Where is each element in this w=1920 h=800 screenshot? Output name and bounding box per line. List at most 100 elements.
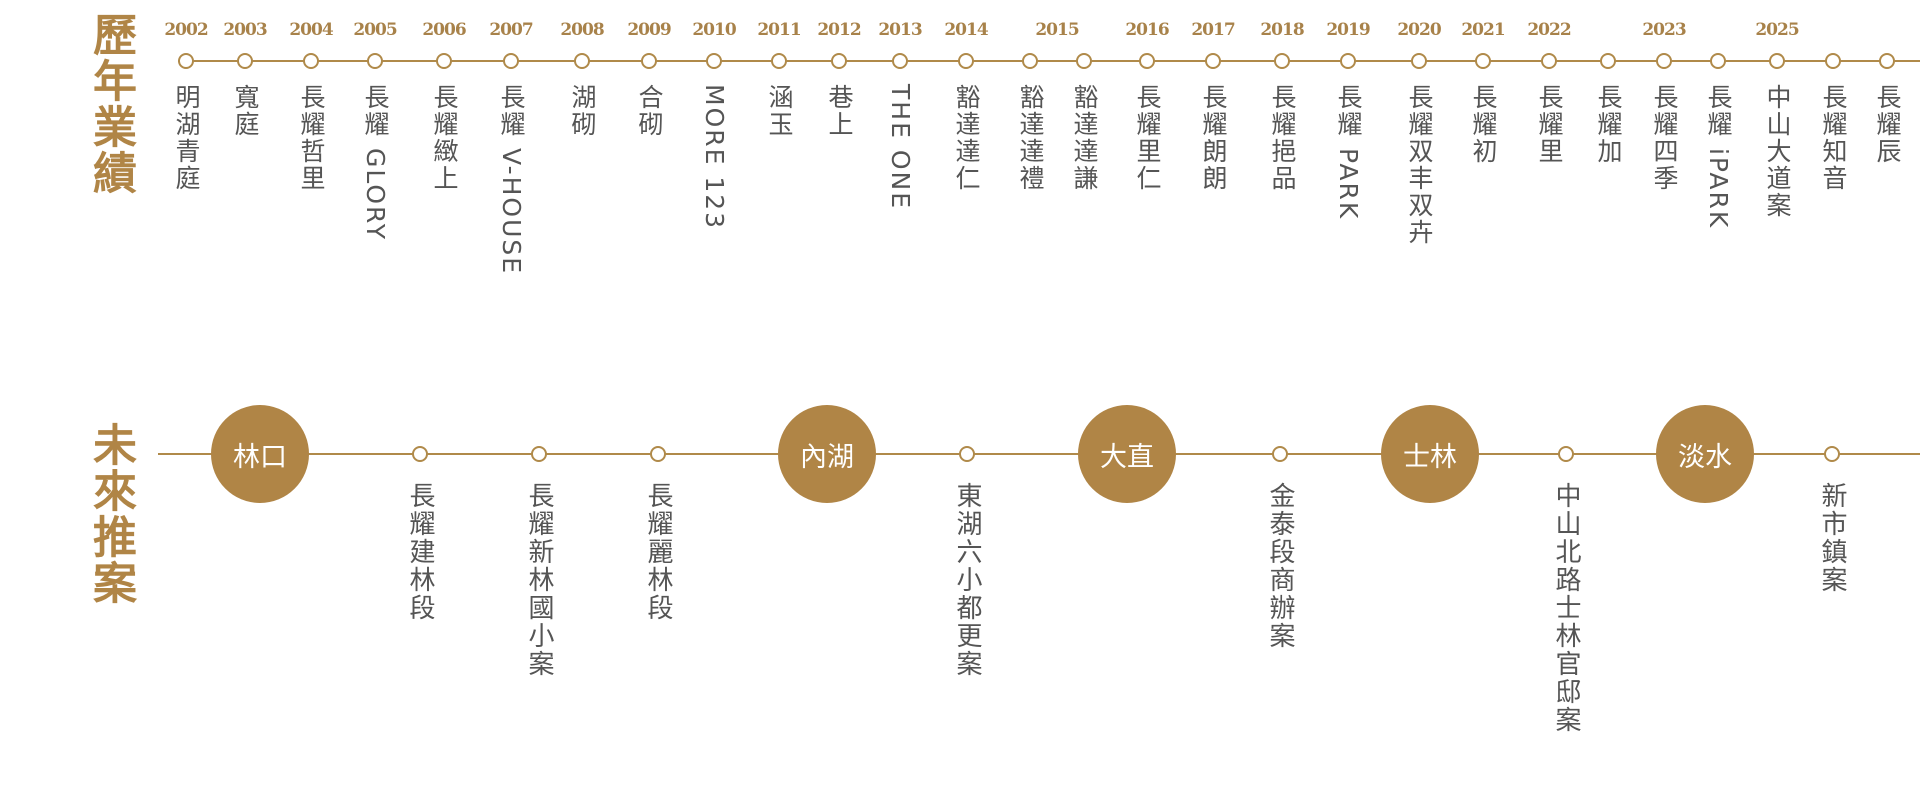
timeline-dot <box>1139 53 1155 69</box>
timeline-dot <box>771 53 787 69</box>
timeline-dot <box>574 53 590 69</box>
year-label: 2008 <box>560 20 604 40</box>
timeline-dot <box>1600 53 1616 69</box>
timeline-dot <box>1475 53 1491 69</box>
timeline-dot <box>1411 53 1427 69</box>
year-label: 2009 <box>627 20 671 40</box>
future-title: 未來推案 <box>85 422 136 606</box>
future-project-label: 長耀建林段 <box>405 482 435 622</box>
project-label: 長耀初 <box>1469 84 1498 165</box>
timeline-dot <box>1656 53 1672 69</box>
timeline-dot <box>959 446 975 462</box>
timeline-dot <box>237 53 253 69</box>
timeline-dot <box>831 53 847 69</box>
timeline-dot <box>412 446 428 462</box>
project-label: 豁達達禮 <box>1016 84 1045 192</box>
project-label: MORE 123 <box>700 84 729 231</box>
project-label: 豁達達仁 <box>952 84 981 192</box>
region-badge: 林口 <box>211 405 309 503</box>
year-label: 2023 <box>1642 20 1686 40</box>
project-label: 長耀挹品 <box>1268 84 1297 192</box>
timeline-dot <box>303 53 319 69</box>
timeline-dot <box>892 53 908 69</box>
project-label: 長耀 PARK <box>1334 84 1363 221</box>
year-label: 2022 <box>1527 20 1571 40</box>
project-label: 合砌 <box>635 84 664 138</box>
year-label: 2011 <box>757 20 801 40</box>
timeline-dot <box>706 53 722 69</box>
future-project-label: 長耀麗林段 <box>643 482 673 622</box>
year-label: 2006 <box>422 20 466 40</box>
timeline-dot <box>1205 53 1221 69</box>
year-label: 2017 <box>1191 20 1235 40</box>
project-label: 長耀里 <box>1535 84 1564 165</box>
year-label: 2016 <box>1125 20 1169 40</box>
timeline-dot <box>503 53 519 69</box>
timeline-dot <box>650 446 666 462</box>
project-label: 長耀朗朗 <box>1199 84 1228 192</box>
timeline-dot <box>1272 446 1288 462</box>
timeline-dot <box>1558 446 1574 462</box>
year-label: 2004 <box>289 20 333 40</box>
year-label: 2012 <box>817 20 861 40</box>
project-label: 湖砌 <box>568 84 597 138</box>
future-project-label: 東湖六小都更案 <box>952 482 982 678</box>
project-label: 長耀 GLORY <box>361 84 390 242</box>
timeline-dot <box>1274 53 1290 69</box>
year-label: 2018 <box>1260 20 1304 40</box>
year-label: 2005 <box>353 20 397 40</box>
timeline-dot <box>1541 53 1557 69</box>
timeline-dot <box>1769 53 1785 69</box>
timeline-dot <box>1825 53 1841 69</box>
future-project-label: 中山北路士林官邸案 <box>1551 482 1581 734</box>
project-label: 長耀 iPARK <box>1704 84 1733 230</box>
timeline-dot <box>367 53 383 69</box>
year-label: 2010 <box>692 20 736 40</box>
project-label: 中山大道案 <box>1763 84 1792 219</box>
project-label: 長耀加 <box>1594 84 1623 165</box>
region-badge: 淡水 <box>1656 405 1754 503</box>
year-label: 2015 <box>1035 20 1079 40</box>
project-label: 長耀双丰双卉 <box>1405 84 1434 246</box>
project-label: 長耀四季 <box>1650 84 1679 192</box>
timeline-dot <box>1076 53 1092 69</box>
project-label: THE ONE <box>886 84 915 210</box>
project-label: 涵玉 <box>765 84 794 138</box>
history-timeline-line <box>178 60 1920 62</box>
timeline-dot <box>1824 446 1840 462</box>
year-label: 2019 <box>1326 20 1370 40</box>
project-label: 長耀里仁 <box>1133 84 1162 192</box>
project-label: 長耀 V-HOUSE <box>497 84 526 276</box>
year-label: 2021 <box>1461 20 1505 40</box>
year-label: 2014 <box>944 20 988 40</box>
region-badge: 大直 <box>1078 405 1176 503</box>
year-label: 2003 <box>223 20 267 40</box>
timeline-dot <box>436 53 452 69</box>
project-label: 豁達達謙 <box>1070 84 1099 192</box>
year-label: 2002 <box>164 20 208 40</box>
region-badge: 士林 <box>1381 405 1479 503</box>
timeline-dot <box>641 53 657 69</box>
future-project-label: 新市鎮案 <box>1817 482 1847 594</box>
timeline-dot <box>1022 53 1038 69</box>
timeline-dot <box>178 53 194 69</box>
timeline-dot <box>1710 53 1726 69</box>
project-label: 寬庭 <box>231 84 260 138</box>
future-project-label: 長耀新林國小案 <box>524 482 554 678</box>
year-label: 2020 <box>1397 20 1441 40</box>
timeline-dot <box>1879 53 1895 69</box>
project-label: 長耀辰 <box>1873 84 1902 165</box>
year-label: 2025 <box>1755 20 1799 40</box>
timeline-dot <box>958 53 974 69</box>
project-label: 明湖青庭 <box>172 84 201 192</box>
timeline-dot <box>531 446 547 462</box>
region-badge: 內湖 <box>778 405 876 503</box>
project-label: 長耀知音 <box>1819 84 1848 192</box>
future-timeline-line <box>158 453 1920 455</box>
year-label: 2013 <box>878 20 922 40</box>
future-project-label: 金泰段商辦案 <box>1265 482 1295 650</box>
project-label: 長耀緻上 <box>430 84 459 192</box>
project-label: 長耀哲里 <box>297 84 326 192</box>
timeline-dot <box>1340 53 1356 69</box>
project-label: 巷上 <box>825 84 854 138</box>
